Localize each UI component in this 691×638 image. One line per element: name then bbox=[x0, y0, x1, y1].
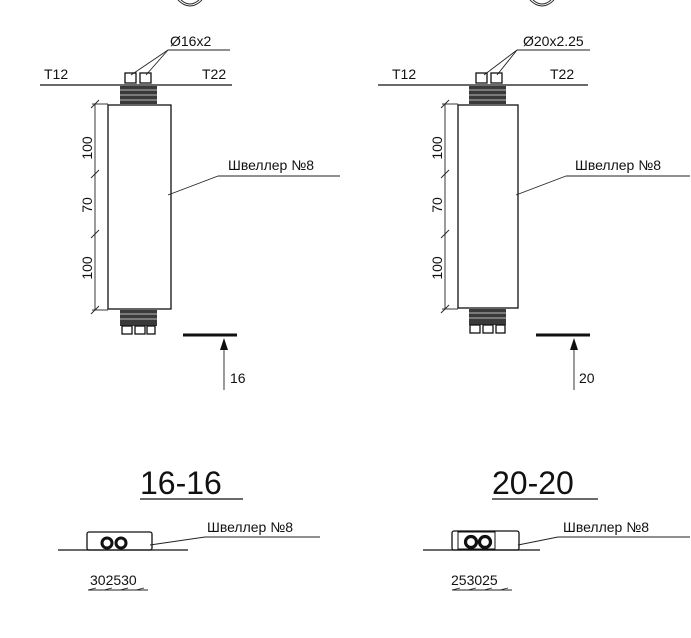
pipe-size-label: Ø16x2 bbox=[170, 33, 211, 49]
section-channel-label: Швеллер №8 bbox=[207, 519, 293, 535]
dimension-chain: 100 70 100 bbox=[429, 99, 458, 314]
detail-16: Ø16x2 T12 T22 bbox=[40, 0, 340, 591]
detail-20: Ø20x2.25 T12 T22 bbox=[378, 0, 690, 591]
dim-100-bottom: 100 bbox=[429, 256, 445, 280]
section-title: 16-16 bbox=[140, 465, 222, 501]
section-dims: 302530 bbox=[90, 572, 137, 588]
cut-number: 20 bbox=[579, 370, 595, 386]
section-view: Швеллер №8 253025 bbox=[423, 519, 690, 591]
pipe-stubs-top bbox=[469, 72, 506, 104]
channel-label: Швеллер №8 bbox=[228, 157, 314, 173]
channel-body bbox=[107, 104, 172, 310]
section-dims: 253025 bbox=[451, 572, 498, 588]
section-view: Швеллер №8 302530 bbox=[58, 519, 320, 591]
pipe-stubs-bottom bbox=[469, 309, 506, 334]
callout-arc bbox=[177, 0, 203, 7]
section-channel-label: Швеллер №8 bbox=[563, 519, 649, 535]
pipe-size-label: Ø20x2.25 bbox=[523, 33, 584, 49]
section-title: 20-20 bbox=[492, 465, 574, 501]
dim-70: 70 bbox=[429, 197, 445, 213]
pipe-line-right-label: T22 bbox=[550, 66, 574, 82]
pipe-line-right-label: T22 bbox=[202, 66, 226, 82]
channel-body bbox=[457, 104, 519, 309]
cut-number: 16 bbox=[230, 370, 246, 386]
dim-70: 70 bbox=[79, 197, 95, 213]
dim-100-bottom: 100 bbox=[79, 256, 95, 280]
pipe-stubs-bottom bbox=[120, 310, 157, 335]
pipe-line-left-label: T12 bbox=[44, 66, 68, 82]
callout-arc bbox=[529, 0, 555, 7]
dim-100-top: 100 bbox=[79, 136, 95, 160]
dim-100-top: 100 bbox=[429, 136, 445, 160]
channel-label: Швеллер №8 bbox=[575, 157, 661, 173]
pipe-stubs-top bbox=[120, 72, 157, 104]
pipe-line-left-label: T12 bbox=[392, 66, 416, 82]
dimension-chain: 100 70 100 bbox=[79, 99, 108, 315]
